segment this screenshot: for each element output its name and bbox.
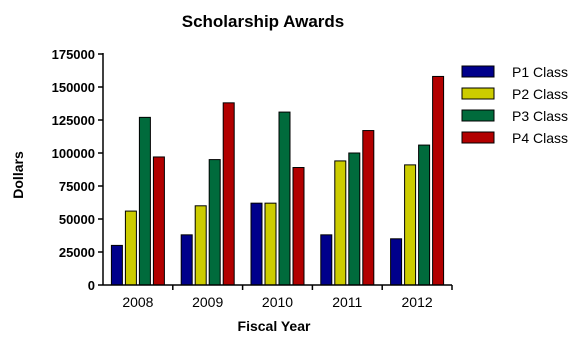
- y-tick-label: 100000: [52, 146, 95, 161]
- x-tick-label: 2012: [402, 294, 433, 310]
- bar-p1-class-2009: [180, 234, 193, 286]
- bar-p4-class-2010: [292, 167, 305, 286]
- bar-p2-class-2009: [194, 205, 207, 286]
- legend-label: P2 Class: [512, 86, 568, 102]
- legend-swatch-p3-class: [461, 109, 495, 122]
- x-tick-label: 2009: [192, 294, 223, 310]
- bar-p1-class-2008: [110, 244, 123, 286]
- legend-swatch-p2-class: [461, 87, 495, 100]
- x-tick-label: 2011: [332, 294, 362, 310]
- legend-swatch-p1-class: [461, 65, 495, 78]
- y-tick-label: 75000: [59, 179, 95, 194]
- bar-p4-class-2009: [222, 102, 235, 286]
- y-tick-label: 25000: [59, 245, 95, 260]
- y-tick-label: 50000: [59, 212, 95, 227]
- y-tick-label: 0: [88, 278, 95, 293]
- bar-p1-class-2011: [320, 234, 333, 286]
- bar-p2-class-2012: [404, 164, 417, 286]
- chart-title: Scholarship Awards: [182, 12, 345, 31]
- x-tick-label: 2010: [262, 294, 293, 310]
- y-tick-label: 125000: [52, 113, 95, 128]
- bar-p2-class-2008: [124, 210, 137, 286]
- x-tick-label: 2008: [122, 294, 153, 310]
- bar-p3-class-2010: [278, 111, 291, 286]
- bar-p4-class-2008: [152, 156, 165, 286]
- bar-p3-class-2011: [348, 152, 361, 286]
- bar-p3-class-2009: [208, 159, 221, 286]
- bar-p4-class-2011: [362, 130, 375, 286]
- bar-p3-class-2012: [418, 144, 431, 286]
- bar-p2-class-2011: [334, 160, 347, 286]
- bar-p2-class-2010: [264, 202, 277, 286]
- plot-area: 0 25000 50000 75000 100000 125000 150000 175000…: [52, 47, 453, 310]
- legend-label: P3 Class: [512, 108, 568, 124]
- bar-p4-class-2012: [432, 75, 445, 286]
- bar-p3-class-2008: [138, 116, 151, 286]
- legend-swatch-p4-class: [461, 131, 495, 144]
- y-tick-label: 175000: [52, 47, 95, 62]
- legend-label: P1 Class: [512, 64, 568, 80]
- y-axis-label: Dollars: [10, 151, 26, 199]
- bar-p1-class-2012: [390, 238, 403, 286]
- bar-p1-class-2010: [250, 202, 263, 286]
- legend: P1 Class P2 Class P3 Class P4 Class: [461, 64, 568, 146]
- y-tick-label: 150000: [52, 80, 95, 95]
- legend-label: P4 Class: [512, 130, 568, 146]
- x-axis-label: Fiscal Year: [238, 318, 311, 334]
